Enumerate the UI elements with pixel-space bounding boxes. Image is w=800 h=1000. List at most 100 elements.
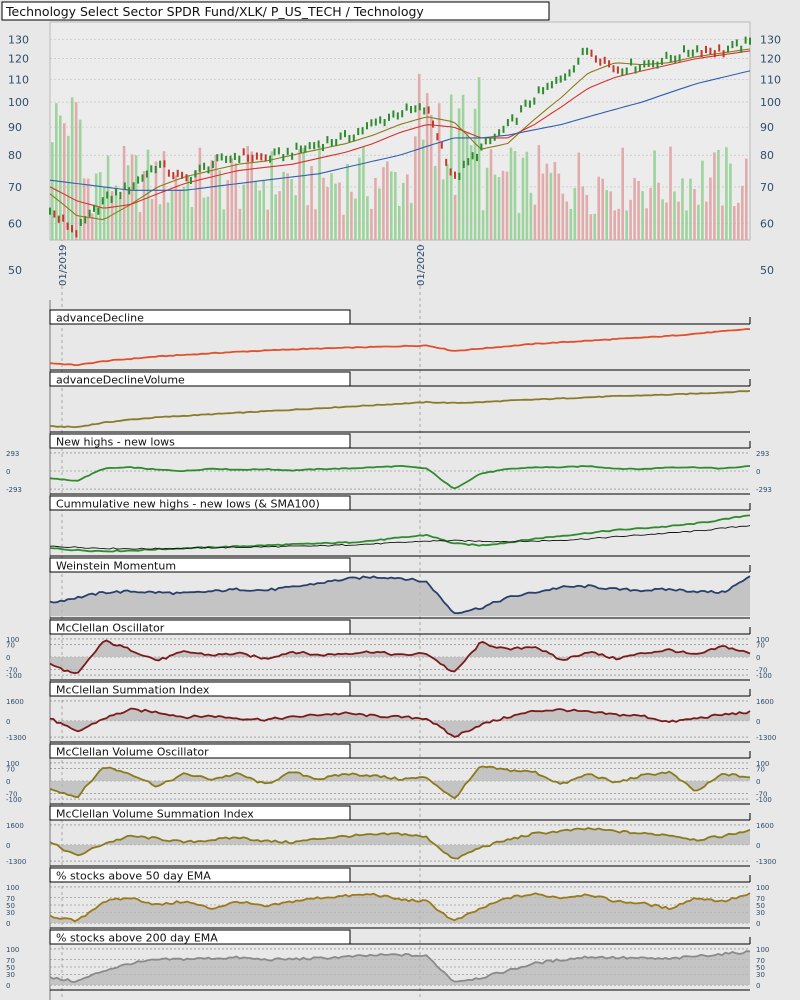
volume-bar: [374, 177, 377, 240]
volume-bar: [102, 186, 106, 240]
volume-bar: [310, 166, 313, 240]
volume-bar: [130, 154, 134, 240]
volume-bar: [441, 179, 445, 240]
panel-title: McClellan Volume Oscillator: [56, 746, 209, 759]
panel-value-line: [49, 892, 751, 923]
panel-tick-label-left: -100: [6, 672, 22, 680]
panel-title-box: [49, 371, 351, 387]
volume-bar: [725, 147, 728, 240]
panel-tick-label-right: 1600: [756, 822, 774, 830]
volume-bar: [250, 151, 253, 240]
volume-bar: [705, 201, 708, 240]
volume-bar: [86, 178, 90, 240]
panel-tick-label-right: -70: [756, 667, 767, 675]
volume-bar: [613, 210, 616, 240]
volume-bar: [589, 214, 593, 240]
volume-bar: [238, 208, 242, 240]
panel-title-box: [49, 929, 351, 945]
price-tick-label-right: 120: [760, 53, 781, 66]
volume-bar: [569, 208, 573, 240]
panel-title-box: [49, 681, 351, 697]
volume-bar: [597, 176, 600, 240]
panel-tick-label-right: 0: [756, 842, 760, 850]
panel-title: McClellan Summation Index: [56, 684, 210, 697]
volume-bar: [162, 151, 166, 240]
panel-sma-line: [49, 525, 751, 550]
volume-bar: [689, 178, 692, 240]
panel-tick-label-right: 0: [756, 468, 760, 476]
volume-bar: [645, 208, 648, 240]
volume-bar: [322, 177, 325, 240]
volume-bar: [294, 195, 297, 240]
volume-bar: [266, 209, 269, 240]
volume-bar: [509, 147, 513, 240]
indicator-panel: McClellan Summation Index 1600 1600 0 0 -1300…: [6, 681, 776, 743]
volume-bar: [402, 182, 405, 240]
panel-title: % stocks above 200 day EMA: [56, 932, 218, 945]
panel-tick-label-right: 100: [756, 884, 769, 892]
panel-tick-label-right: -70: [756, 791, 767, 799]
volume-bar: [410, 202, 413, 240]
panel-tick-label-left: 30: [6, 971, 15, 979]
price-tick-label-left: 130: [8, 34, 29, 47]
panel-tick-label-left: 0: [6, 468, 10, 476]
chart-layer: 130 130 120 120 110 110 100 100 90 90 80 80 70 70 60 60…: [6, 21, 781, 1000]
panel-tick-label-right: -100: [756, 796, 772, 804]
panel-tick-label-left: -1300: [6, 858, 26, 866]
panel-title-box: [49, 433, 351, 449]
panel-title: McClellan Oscillator: [56, 622, 165, 635]
price-tick-label-right: 60: [760, 218, 774, 231]
volume-bar: [541, 173, 545, 240]
volume-bar: [641, 191, 644, 240]
volume-bar: [577, 152, 581, 240]
panel-tick-label-left: 0: [6, 718, 10, 726]
volume-bar: [657, 182, 660, 240]
panel-tick-label-left: 1600: [6, 698, 24, 706]
volume-bar: [553, 162, 557, 240]
volume-bar: [465, 133, 469, 240]
volume-bar: [302, 148, 305, 240]
volume-bar: [601, 178, 604, 240]
panel-tick-label-left: 100: [6, 946, 19, 954]
volume-bar: [414, 136, 417, 240]
price-candles: [49, 36, 751, 238]
volume-bar: [166, 202, 170, 240]
panel-tick-label-left: -293: [6, 486, 22, 494]
volume-bar: [605, 190, 608, 240]
price-tick-label-right: 100: [760, 96, 781, 109]
panel-value-line: [49, 575, 751, 615]
panel-tick-label-left: 0: [6, 982, 10, 990]
volume-bar: [429, 114, 433, 240]
volume-bar: [625, 210, 628, 240]
main-title: Technology Select Sector SPDR Fund/XLK/ …: [5, 4, 424, 19]
panel-title: advanceDeclineVolume: [56, 374, 185, 387]
volume-bar: [282, 171, 285, 240]
volume-bar: [453, 194, 457, 240]
volume-bar: [557, 173, 561, 240]
panel-tick-label-left: 100: [6, 884, 19, 892]
volume-bar: [82, 178, 86, 240]
volume-bar: [346, 164, 349, 240]
panel-tick-label-left: 30: [6, 909, 15, 917]
panel-tick-label-right: 0: [756, 778, 760, 786]
volume-bar: [246, 146, 249, 240]
panel-tick-label-left: 0: [6, 842, 10, 850]
panel-tick-label-right: 293: [756, 450, 769, 458]
volume-bar: [298, 149, 301, 240]
volume-bar: [549, 172, 553, 240]
volume-bar: [649, 188, 652, 240]
volume-bar: [74, 102, 78, 240]
panel-tick-label-right: 0: [756, 920, 760, 928]
volume-bar: [122, 145, 126, 240]
panel-title: New highs - new lows: [56, 436, 175, 449]
volume-bar: [70, 97, 74, 241]
volume-bar: [717, 149, 720, 240]
panel-title-box: [49, 805, 351, 821]
volume-bar: [206, 196, 210, 240]
volume-bar: [741, 185, 744, 240]
volume-bar: [629, 199, 632, 240]
panel-tick-label-right: 100: [756, 636, 769, 644]
